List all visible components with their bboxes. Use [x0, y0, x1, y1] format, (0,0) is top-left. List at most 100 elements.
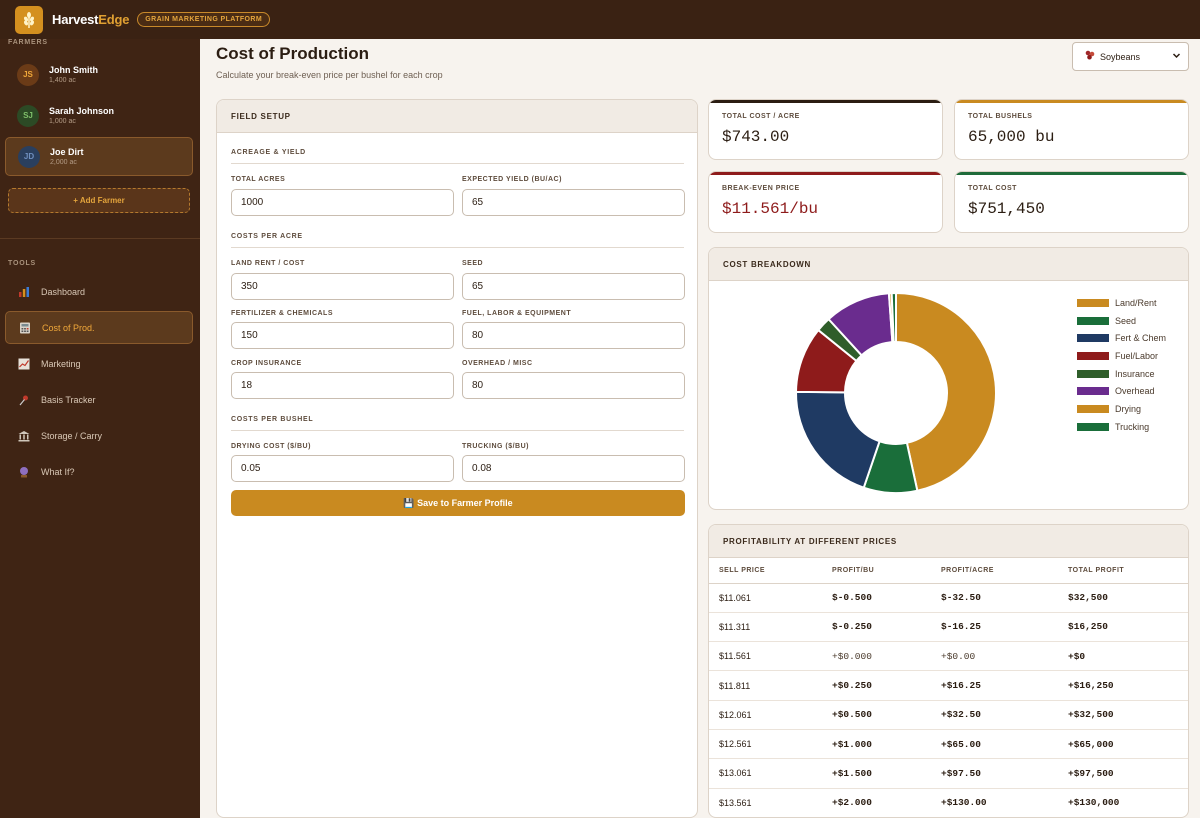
profitability-table: SELL PRICE PROFIT/BU PROFIT/ACRE TOTAL P… [709, 558, 1188, 817]
table-row: $11.311 $-0.250 $-16.25 $16,250 [709, 612, 1188, 643]
legend-label: Fuel/Labor [1115, 350, 1159, 361]
table-row: $13.061 +$1.500 +$97.50 +$97,500 [709, 758, 1188, 789]
farmer-item-john-smith[interactable]: JS John Smith 1,400 ac [5, 55, 193, 94]
donut-slice-trucking[interactable] [890, 291, 897, 344]
table-cell: +$2.000 [822, 788, 931, 817]
farmer-item-sarah-johnson[interactable]: SJ Sarah Johnson 1,000 ac [5, 96, 193, 135]
nav-item-marketing[interactable]: Marketing [5, 347, 193, 380]
trend-chart-icon [17, 357, 31, 371]
land-rent-input[interactable] [231, 273, 454, 300]
profitability-title: PROFITABILITY AT DIFFERENT PRICES [709, 525, 1188, 558]
stat-card-break-even: BREAK-EVEN PRICE $11.561/bu [708, 171, 943, 233]
seed-input[interactable] [462, 273, 685, 300]
crop-select[interactable]: Soybeans [1072, 42, 1189, 71]
table-row: $12.561 +$1.000 +$65.00 +$65,000 [709, 729, 1188, 760]
table-cell: $-16.25 [931, 612, 1058, 643]
pin-icon [17, 393, 31, 407]
bank-icon [17, 429, 31, 443]
insurance-input[interactable] [231, 372, 454, 399]
stat-value: $751,450 [968, 200, 1045, 218]
field-setup-panel: FIELD SETUP ACREAGE & YIELD TOTAL ACRES … [216, 99, 698, 818]
wheat-icon[interactable] [15, 5, 43, 34]
stat-value: 65,000 bu [968, 128, 1055, 146]
save-to-profile-button[interactable]: 💾 Save to Farmer Profile [231, 490, 685, 516]
legend-swatch [1077, 334, 1109, 343]
table-cell: +$0.000 [822, 641, 931, 672]
legend-item: Drying [1077, 400, 1166, 418]
land-rent-label: LAND RENT / COST [231, 260, 305, 267]
table-cell: $11.311 [709, 612, 822, 643]
trucking-input[interactable] [462, 455, 685, 482]
table-cell: +$97,500 [1058, 758, 1188, 789]
brand-accent: Edge [98, 12, 130, 27]
table-cell: $16,250 [1058, 612, 1188, 643]
table-cell: +$0 [1058, 641, 1188, 672]
page-subtitle: Calculate your break-even price per bush… [216, 70, 443, 80]
stat-card-cost-per-acre: TOTAL COST / ACRE $743.00 [708, 99, 943, 160]
nav-item-storage-carry[interactable]: Storage / Carry [5, 419, 193, 452]
stat-label: TOTAL COST [968, 185, 1017, 192]
sidebar-divider [0, 238, 200, 239]
seed-label: SEED [462, 260, 484, 267]
nav-label: Marketing [41, 358, 81, 369]
brand-name[interactable]: HarvestEdge [52, 12, 129, 27]
drying-input[interactable] [231, 455, 454, 482]
table-cell: +$1.000 [822, 729, 931, 760]
table-cell: $-0.500 [822, 583, 931, 613]
table-cell: +$0.00 [931, 641, 1058, 672]
soybean-icon [1085, 50, 1095, 63]
farmer-name: Sarah Johnson [49, 106, 115, 116]
fuel-input[interactable] [462, 322, 685, 349]
table-cell: +$32.50 [931, 700, 1058, 730]
legend-label: Fert & Chem [1115, 333, 1167, 344]
legend-item: Seed [1077, 312, 1166, 330]
legend-swatch [1077, 316, 1109, 325]
table-row: $13.561 +$2.000 +$130.00 +$130,000 [709, 788, 1188, 817]
table-cell: $11.061 [709, 583, 822, 613]
legend-label: Insurance [1115, 368, 1155, 379]
field-setup-title: FIELD SETUP [217, 100, 697, 133]
table-cell: $-0.250 [822, 612, 931, 643]
avatar: JD [18, 145, 40, 168]
table-cell: +$32,500 [1058, 700, 1188, 730]
nav-item-basis-tracker[interactable]: Basis Tracker [5, 383, 193, 416]
table-cell: +$130,000 [1058, 788, 1188, 817]
nav-label: Cost of Prod. [42, 322, 95, 333]
column-header: SELL PRICE [709, 558, 822, 584]
table-row: $12.061 +$0.500 +$32.50 +$32,500 [709, 700, 1188, 730]
table-cell: $13.061 [709, 758, 822, 789]
legend-swatch [1077, 298, 1109, 307]
farmer-acres: 2,000 ac [50, 159, 77, 166]
legend-item: Trucking [1077, 418, 1166, 436]
tools-section-title: TOOLS [8, 260, 36, 267]
farmer-item-joe-dirt[interactable]: JD Joe Dirt 2,000 ac [5, 137, 193, 176]
nav-item-dashboard[interactable]: Dashboard [5, 275, 193, 308]
table-cell: $-32.50 [931, 583, 1058, 613]
farmer-name: John Smith [49, 65, 98, 75]
legend-item: Insurance [1077, 365, 1166, 383]
table-cell: $12.061 [709, 700, 822, 730]
yield-input[interactable] [462, 189, 685, 216]
nav-item-cost-of-prod[interactable]: Cost of Prod. [5, 311, 193, 344]
add-farmer-button[interactable]: + Add Farmer [8, 188, 190, 213]
fuel-label: FUEL, LABOR & EQUIPMENT [462, 310, 572, 317]
costs-per-acre-title: COSTS PER ACRE [231, 233, 303, 240]
total-acres-input[interactable] [231, 189, 454, 216]
stat-label: TOTAL COST / ACRE [722, 113, 800, 120]
section-divider [231, 247, 684, 248]
top-bar: HarvestEdge GRAIN MARKETING PLATFORM [0, 0, 1200, 39]
nav-label: Dashboard [41, 286, 86, 297]
cost-breakdown-panel: COST BREAKDOWN Land/Rent Seed Fert & Chem F… [708, 247, 1189, 510]
legend-item: Land/Rent [1077, 294, 1166, 312]
donut-slice-fert-chem[interactable] [795, 390, 881, 489]
stat-card-total-cost: TOTAL COST $751,450 [954, 171, 1189, 233]
nav-item-what-if[interactable]: What If? [5, 455, 193, 488]
stat-accent-bar [955, 172, 1188, 175]
column-header: PROFIT/ACRE [931, 558, 1058, 584]
overhead-input[interactable] [462, 372, 685, 399]
costs-per-bushel-title: COSTS PER BUSHEL [231, 416, 314, 423]
fertilizer-input[interactable] [231, 322, 454, 349]
legend-item: Fuel/Labor [1077, 347, 1166, 365]
donut-slice-land-rent[interactable] [895, 291, 997, 492]
table-cell: +$97.50 [931, 758, 1058, 789]
